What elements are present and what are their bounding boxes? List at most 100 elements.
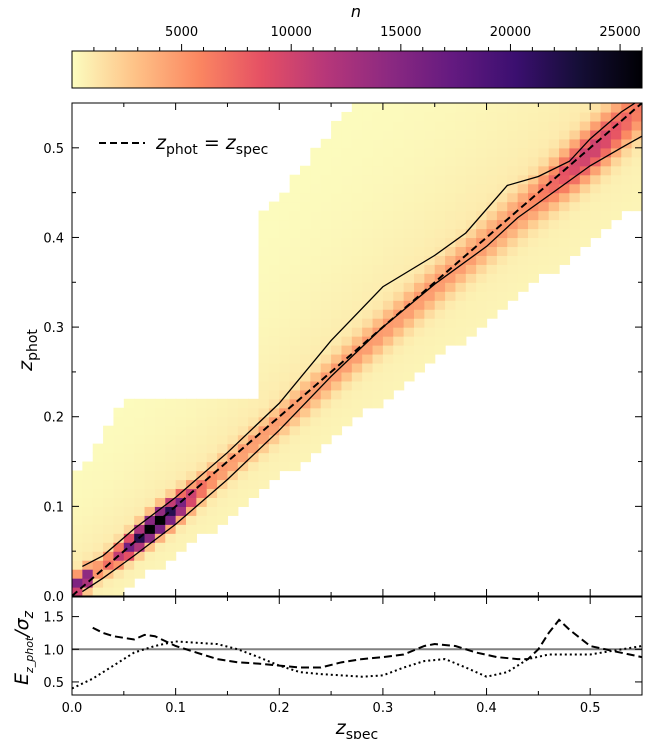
heatmap-cell <box>341 183 353 194</box>
heatmap-cell <box>372 219 384 230</box>
heatmap-cell <box>507 111 519 122</box>
colorbar-label: n <box>351 2 361 21</box>
heatmap-cell <box>631 103 642 113</box>
heatmap-cell <box>372 300 384 310</box>
colorbar: n 5000 10000 15000 20000 25000 <box>71 2 643 89</box>
heatmap-cell <box>559 138 571 149</box>
heatmap-cell <box>372 138 384 149</box>
heatmap-cell <box>289 345 301 355</box>
heatmap-cell <box>103 542 115 552</box>
heatmap-cell <box>403 147 415 158</box>
heatmap-cell <box>445 246 457 256</box>
heatmap-cell <box>310 246 322 256</box>
heatmap-cell <box>631 129 642 140</box>
heatmap-cell <box>331 255 343 265</box>
heatmap-cell <box>382 165 394 176</box>
heatmap-cell <box>248 461 260 472</box>
heatmap-cell <box>362 111 374 122</box>
heatmap-cell <box>476 103 488 113</box>
heatmap-cell <box>393 282 405 292</box>
heatmap-cell <box>351 147 363 158</box>
heatmap-cell <box>289 336 301 346</box>
heatmap-cell <box>289 452 301 463</box>
heatmap-cell <box>465 228 477 239</box>
heatmap-cell <box>610 147 622 158</box>
heatmap-cell <box>362 147 374 158</box>
heatmap-cell <box>320 255 332 265</box>
heatmap-cell <box>154 470 166 481</box>
heatmap-cell <box>289 201 301 212</box>
heatmap-cell <box>372 165 384 176</box>
heatmap-cell <box>362 300 374 310</box>
heatmap-cell <box>559 120 571 131</box>
heatmap-cell <box>476 129 488 140</box>
heatmap-cell <box>72 578 83 588</box>
heatmap-cell <box>248 407 260 418</box>
heatmap-cell <box>154 407 166 418</box>
heatmap-cell <box>559 174 571 185</box>
heatmap-cell <box>279 398 291 409</box>
heatmap-cell <box>434 156 446 167</box>
ratio-y-tick-label: 0.5 <box>43 676 64 691</box>
heatmap-cell <box>424 264 436 274</box>
heatmap-cell <box>331 309 343 319</box>
heatmap-cell <box>414 201 425 212</box>
heatmap-cell <box>600 201 612 212</box>
heatmap-cell <box>341 156 353 167</box>
heatmap-cell <box>538 192 550 203</box>
heatmap-cell <box>496 165 508 176</box>
heatmap-cell <box>424 120 436 131</box>
heatmap-cell <box>548 192 560 203</box>
heatmap-cell <box>393 120 405 131</box>
heatmap-cell <box>258 416 270 427</box>
heatmap-cell <box>289 461 301 472</box>
heatmap-cell <box>144 479 156 490</box>
heatmap-cell <box>154 542 166 552</box>
heatmap-cell <box>393 201 405 212</box>
heatmap-cell <box>465 147 477 158</box>
heatmap-cell <box>123 416 135 427</box>
heatmap-cell <box>414 318 425 328</box>
heatmap-cell <box>455 273 467 283</box>
heatmap-cell <box>175 461 187 472</box>
heatmap-cell <box>486 210 498 221</box>
heatmap-cell <box>486 183 498 194</box>
ratio-frame <box>71 596 643 696</box>
heatmap-cell <box>186 470 197 481</box>
heatmap-cell <box>341 264 353 274</box>
heatmap-cell <box>331 120 343 131</box>
heatmap-cell <box>351 336 363 346</box>
heatmap-cell <box>331 425 343 436</box>
heatmap-cell <box>72 515 83 525</box>
heatmap-cell <box>465 282 477 292</box>
heatmap-cell <box>496 129 508 140</box>
heatmap-cell <box>486 201 498 212</box>
heatmap-cell <box>590 201 602 212</box>
heatmap-cell <box>445 165 457 176</box>
heatmap-cell <box>248 398 260 409</box>
heatmap-cell <box>154 398 166 409</box>
heatmap-cell <box>424 111 436 122</box>
heatmap-cell <box>548 246 560 256</box>
heatmap-cell <box>538 246 550 256</box>
heatmap-cell <box>548 174 560 185</box>
heatmap-cell <box>507 120 519 131</box>
heatmap-cell <box>434 174 446 185</box>
heatmap-cell <box>258 479 270 490</box>
heatmap-cell <box>424 300 436 310</box>
heatmap-cell <box>631 138 642 149</box>
heatmap-cell <box>196 452 208 463</box>
heatmap-cell <box>393 300 405 310</box>
heatmap-cell <box>434 282 446 292</box>
heatmap-cell <box>465 103 477 113</box>
heatmap-cell <box>445 309 457 319</box>
heatmap-cell <box>434 345 446 355</box>
heatmap-cell <box>372 210 384 221</box>
heatmap-cell <box>300 407 311 418</box>
heatmap-cell <box>113 542 125 552</box>
heatmap-cell <box>341 362 353 373</box>
heatmap-cell <box>621 147 633 158</box>
heatmap-cell <box>196 515 208 525</box>
heatmap-cell <box>548 237 560 248</box>
heatmap-cell <box>82 542 94 552</box>
